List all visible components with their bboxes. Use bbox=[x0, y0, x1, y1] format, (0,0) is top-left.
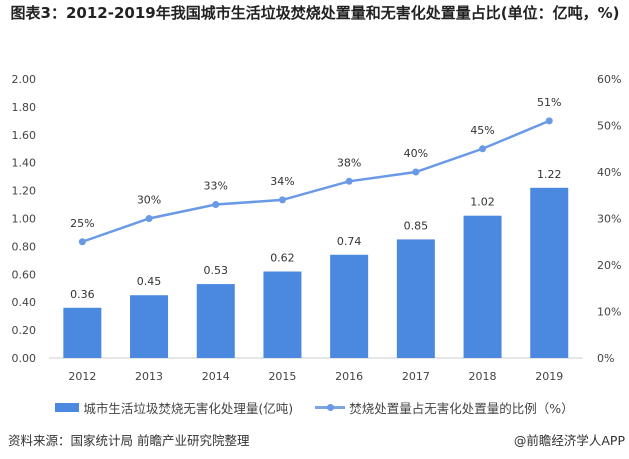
bar-value-label: 0.36 bbox=[70, 288, 95, 301]
line-point bbox=[545, 117, 553, 125]
x-tick-label: 2014 bbox=[202, 370, 230, 383]
legend-item-line: 焚烧处置量占无害化处置量的比例（%） bbox=[315, 398, 574, 417]
left-tick-label: 0.60 bbox=[12, 268, 37, 281]
line-value-label: 30% bbox=[137, 194, 161, 207]
x-tick-label: 2012 bbox=[68, 370, 96, 383]
left-tick-label: 1.60 bbox=[12, 129, 37, 142]
bar bbox=[196, 284, 235, 358]
bar bbox=[130, 295, 169, 358]
x-tick-label: 2016 bbox=[335, 370, 363, 383]
line-series bbox=[81, 119, 550, 243]
right-tick-label: 40% bbox=[597, 166, 621, 179]
left-tick-label: 0.20 bbox=[12, 324, 37, 337]
bar-value-label: 0.53 bbox=[204, 264, 229, 277]
bar bbox=[63, 307, 102, 358]
bar bbox=[263, 271, 302, 358]
x-tick-label: 2017 bbox=[402, 370, 430, 383]
line-point bbox=[479, 145, 487, 153]
right-tick-label: 60% bbox=[597, 73, 621, 86]
legend: 城市生活垃圾焚烧无害化处理量(亿吨) 焚烧处置量占无害化处置量的比例（%） bbox=[0, 398, 629, 417]
bar bbox=[330, 254, 369, 358]
brand-credit: @前瞻经济学人APP bbox=[513, 433, 625, 448]
right-tick-label: 20% bbox=[597, 259, 621, 272]
left-tick-label: 0.00 bbox=[12, 352, 37, 365]
x-tick-label: 2013 bbox=[135, 370, 163, 383]
x-tick-label: 2019 bbox=[535, 370, 563, 383]
legend-item-bar: 城市生活垃圾焚烧无害化处理量(亿吨) bbox=[55, 398, 293, 417]
bar bbox=[530, 187, 569, 358]
bar bbox=[463, 215, 502, 358]
bar-value-label: 1.02 bbox=[470, 196, 495, 209]
line-point bbox=[78, 238, 86, 246]
left-tick-label: 1.80 bbox=[12, 101, 37, 114]
line-value-label: 25% bbox=[70, 217, 94, 230]
left-tick-label: 1.00 bbox=[12, 213, 37, 226]
line-value-label: 38% bbox=[337, 156, 361, 169]
chart-title: 图表3：2012-2019年我国城市生活垃圾焚烧处置量和无害化处置量占比(单位：… bbox=[10, 4, 620, 22]
bar-value-label: 0.45 bbox=[137, 275, 162, 288]
line-point bbox=[412, 168, 420, 176]
right-tick-label: 30% bbox=[597, 213, 621, 226]
right-tick-label: 10% bbox=[597, 306, 621, 319]
source-note: 资料来源：国家统计局 前瞻产业研究院整理 bbox=[8, 433, 250, 448]
line-value-label: 40% bbox=[404, 147, 428, 160]
bar-value-label: 1.22 bbox=[537, 168, 562, 181]
x-tick-label: 2015 bbox=[268, 370, 296, 383]
line-point bbox=[278, 196, 286, 204]
chart: 0.00 0.20 0.40 0.60 0.80 1.00 1.20 1.40 1.60 1.80… bbox=[12, 73, 622, 383]
legend-swatch-bar bbox=[55, 403, 80, 412]
legend-label: 焚烧处置量占无害化处置量的比例（%） bbox=[349, 401, 574, 416]
bar-value-label: 0.62 bbox=[270, 252, 295, 265]
bar-value-label: 0.74 bbox=[337, 235, 362, 248]
line-point bbox=[345, 177, 353, 185]
line-point bbox=[145, 215, 153, 222]
line-value-label: 33% bbox=[204, 180, 228, 193]
legend-label: 城市生活垃圾焚烧无害化处理量(亿吨) bbox=[83, 401, 294, 416]
line-value-label: 45% bbox=[470, 124, 494, 137]
right-tick-label: 50% bbox=[597, 120, 621, 133]
left-tick-label: 0.40 bbox=[12, 296, 37, 309]
right-tick-label: 0% bbox=[597, 352, 614, 365]
left-tick-label: 1.20 bbox=[12, 185, 37, 198]
line-value-label: 51% bbox=[537, 96, 561, 109]
bar bbox=[396, 239, 435, 358]
x-tick-label: 2018 bbox=[469, 370, 497, 383]
left-tick-label: 0.80 bbox=[12, 240, 37, 253]
legend-swatch-line bbox=[315, 404, 346, 411]
left-tick-label: 1.40 bbox=[12, 157, 37, 170]
left-tick-label: 2.00 bbox=[12, 73, 37, 86]
line-value-label: 34% bbox=[270, 175, 294, 188]
line-point bbox=[212, 201, 220, 209]
bar-value-label: 0.85 bbox=[404, 219, 429, 232]
